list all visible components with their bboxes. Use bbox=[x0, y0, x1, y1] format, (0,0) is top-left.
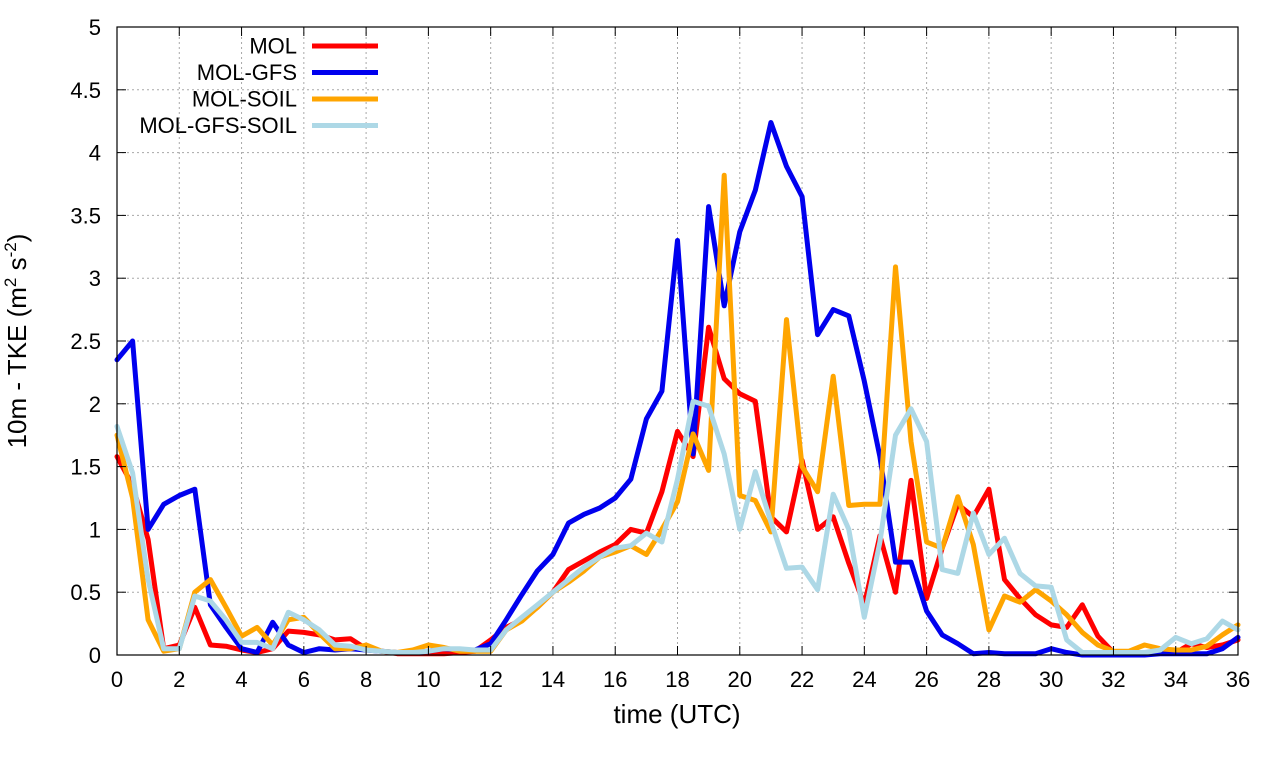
x-tick-labels: 0 2 4 6 8 10 12 14 16 18 20 22 24 26 28 30 32 34 36 bbox=[111, 667, 1250, 692]
series-line-mol-gfs-soil bbox=[114, 398, 1241, 655]
series-line-mol bbox=[114, 324, 1241, 657]
y-tick-label: 1.5 bbox=[70, 455, 101, 480]
x-tick-label: 28 bbox=[977, 667, 1001, 692]
tick-marks bbox=[116, 26, 1239, 656]
x-tick-label: 18 bbox=[665, 667, 689, 692]
y-tick-label: 0.5 bbox=[70, 580, 101, 605]
x-tick-label: 30 bbox=[1039, 667, 1063, 692]
x-tick-label: 10 bbox=[416, 667, 440, 692]
y-tick-label: 2 bbox=[89, 392, 101, 417]
x-tick-label: 20 bbox=[728, 667, 752, 692]
y-tick-label: 3.5 bbox=[70, 203, 101, 228]
y-tick-label: 0 bbox=[89, 643, 101, 668]
y-tick-label: 5 bbox=[89, 15, 101, 40]
legend-label-mol-gfs: MOL-GFS bbox=[197, 60, 297, 85]
y-tick-label: 2.5 bbox=[70, 329, 101, 354]
y-axis-title-sup2: -2 bbox=[1, 242, 20, 257]
x-tick-label: 22 bbox=[790, 667, 814, 692]
y-tick-label: 4.5 bbox=[70, 78, 101, 103]
y-tick-labels: 0 0.5 1 1.5 2 2.5 3 3.5 4 4.5 5 bbox=[70, 15, 101, 668]
legend-label-mol-soil: MOL-SOIL bbox=[192, 87, 297, 112]
x-tick-label: 32 bbox=[1101, 667, 1125, 692]
x-tick-label: 24 bbox=[852, 667, 876, 692]
grid-lines bbox=[117, 27, 1238, 655]
x-tick-label: 8 bbox=[360, 667, 372, 692]
x-tick-label: 4 bbox=[235, 667, 247, 692]
x-tick-label: 34 bbox=[1163, 667, 1187, 692]
x-tick-label: 16 bbox=[603, 667, 627, 692]
x-tick-label: 12 bbox=[478, 667, 502, 692]
x-tick-label: 6 bbox=[298, 667, 310, 692]
y-axis-title: 10m - TKE (m2 s-2) bbox=[1, 234, 32, 449]
y-axis-title-suffix: ) bbox=[2, 234, 32, 243]
x-tick-label: 36 bbox=[1226, 667, 1250, 692]
legend-label-mol: MOL bbox=[249, 34, 297, 59]
y-tick-label: 4 bbox=[89, 141, 101, 166]
y-axis-title-sup1: 2 bbox=[1, 278, 20, 287]
x-tick-label: 14 bbox=[541, 667, 565, 692]
x-tick-label: 26 bbox=[914, 667, 938, 692]
legend-label-mol-gfs-soil: MOL-GFS-SOIL bbox=[139, 113, 297, 138]
y-tick-label: 3 bbox=[89, 266, 101, 291]
y-axis-title-prefix: 10m - TKE (m bbox=[2, 287, 32, 448]
x-axis-title: time (UTC) bbox=[613, 699, 740, 729]
y-tick-label: 1 bbox=[89, 517, 101, 542]
x-tick-label: 0 bbox=[111, 667, 123, 692]
x-tick-label: 2 bbox=[173, 667, 185, 692]
y-axis-title-mid: s bbox=[2, 257, 32, 277]
